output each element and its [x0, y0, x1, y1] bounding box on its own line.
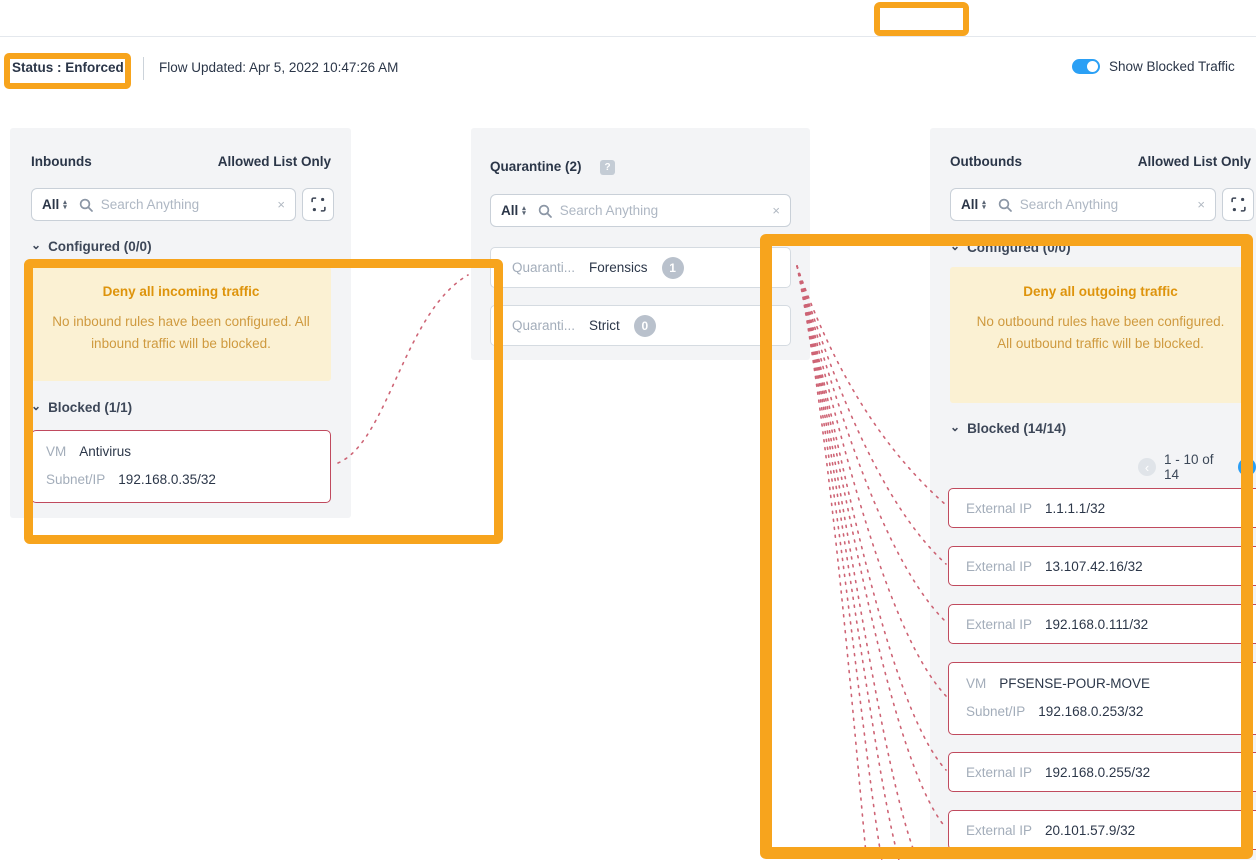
card-value: Strict: [589, 318, 620, 333]
card-label: External IP: [966, 558, 1033, 574]
outbounds-search-input[interactable]: All ▴ ▾ Search Anything ×: [950, 188, 1216, 221]
card-label: Subnet/IP: [966, 704, 1026, 719]
warning-body: No inbound rules have been configured. A…: [52, 314, 310, 351]
flow-updated-timestamp: Flow Updated: Apr 5, 2022 10:47:26 AM: [159, 60, 399, 75]
quarantine-search-input[interactable]: All ▴ ▾ Search Anything ×: [490, 194, 791, 227]
toggle-switch-icon[interactable]: [1072, 59, 1100, 74]
outbounds-warning-box: Deny all outgoing traffic No outbound ru…: [950, 267, 1251, 403]
outbounds-mode-label: Allowed List Only: [1137, 154, 1251, 169]
sort-icon: ▴ ▾: [522, 204, 526, 217]
clear-icon[interactable]: ×: [277, 197, 285, 212]
search-icon: [79, 198, 93, 212]
section-label: Blocked (1/1): [48, 400, 133, 415]
filter-label: All: [961, 197, 979, 212]
card-label: Quaranti...: [512, 260, 576, 275]
quarantine-card-strict[interactable]: Quaranti... Strict 0: [490, 305, 791, 346]
card-value: 192.168.0.111/32: [1045, 616, 1149, 632]
inbounds-mode-label: Allowed List Only: [217, 154, 331, 169]
help-badge-icon[interactable]: ?: [600, 160, 615, 175]
search-icon: [998, 198, 1012, 212]
filter-label: All: [501, 203, 519, 218]
card-value: 1.1.1.1/32: [1045, 500, 1106, 516]
outbound-blocked-card[interactable]: External IP 192.168.0.111/32: [948, 604, 1256, 644]
card-value: 192.168.0.255/32: [1045, 764, 1151, 780]
search-placeholder: Search Anything: [100, 197, 200, 212]
quarantine-card-forensics[interactable]: Quaranti... Forensics 1: [490, 247, 791, 288]
card-label: VM: [966, 676, 987, 691]
search-placeholder: Search Anything: [1019, 197, 1119, 212]
search-icon: [538, 204, 552, 218]
inbounds-blocked-section[interactable]: ⌄ Blocked (1/1): [31, 398, 133, 416]
outbounds-filter-dropdown[interactable]: All ▴ ▾: [961, 197, 986, 212]
section-label: Blocked (14/14): [967, 421, 1067, 436]
outbounds-focus-button[interactable]: [1222, 188, 1254, 221]
card-label: VM: [46, 444, 67, 459]
section-label: Configured (0/0): [967, 240, 1071, 255]
next-page-icon[interactable]: ›: [1238, 458, 1256, 476]
chevron-down-icon: ⌄: [31, 237, 42, 252]
card-label: Subnet/IP: [46, 472, 106, 487]
focus-icon: [310, 197, 326, 212]
outbound-blocked-card[interactable]: External IP 1.1.1.1/32: [948, 488, 1256, 528]
outbound-blocked-card[interactable]: External IP 13.107.42.16/32: [948, 546, 1256, 586]
quarantine-title: Quarantine (2): [490, 159, 582, 174]
top-bar: [0, 0, 1256, 37]
chevron-down-icon: ⌄: [31, 398, 42, 413]
filter-label: All: [42, 197, 60, 212]
inbound-blocked-card[interactable]: VM Antivirus Subnet/IP 192.168.0.35/32: [31, 430, 331, 503]
divider: [143, 57, 144, 80]
card-value: Antivirus: [79, 444, 132, 459]
outbounds-pagination: ‹ 1 - 10 of 14 ›: [1138, 452, 1256, 482]
card-value: PFSENSE-POUR-MOVE: [999, 676, 1151, 691]
inbounds-focus-button[interactable]: [302, 188, 334, 221]
outbounds-title: Outbounds: [950, 154, 1022, 169]
outbound-blocked-card[interactable]: External IP 192.168.0.255/32: [948, 752, 1256, 792]
toggle-label: Show Blocked Traffic: [1109, 59, 1235, 74]
card-label: External IP: [966, 616, 1033, 632]
warning-title: Deny all outgoing traffic: [1023, 284, 1178, 299]
outbound-blocked-card[interactable]: External IP 20.101.57.9/32: [948, 810, 1256, 850]
clear-icon[interactable]: ×: [1197, 197, 1205, 212]
inbounds-warning-box: Deny all incoming traffic No inbound rul…: [31, 267, 331, 381]
warning-title: Deny all incoming traffic: [102, 284, 260, 299]
chevron-down-icon: ⌄: [950, 238, 961, 253]
card-value: 192.168.0.35/32: [118, 472, 216, 487]
inbounds-title: Inbounds: [31, 154, 92, 169]
focus-icon: [1230, 197, 1246, 212]
card-label: External IP: [966, 822, 1033, 838]
card-label: Quaranti...: [512, 318, 576, 333]
section-label: Configured (0/0): [48, 239, 152, 254]
count-badge: 1: [661, 256, 684, 279]
prev-page-icon[interactable]: ‹: [1138, 458, 1156, 476]
pagination-range: 1 - 10 of 14: [1164, 452, 1214, 482]
quarantine-filter-dropdown[interactable]: All ▴ ▾: [501, 203, 526, 218]
inbounds-filter-dropdown[interactable]: All ▴ ▾: [42, 197, 67, 212]
warning-body: No outbound rules have been configured. …: [976, 314, 1225, 351]
search-placeholder: Search Anything: [559, 203, 659, 218]
outbounds-blocked-section[interactable]: ⌄ Blocked (14/14): [950, 419, 1067, 437]
clear-icon[interactable]: ×: [772, 203, 780, 218]
chevron-down-icon: ⌄: [950, 419, 961, 434]
sort-icon: ▴ ▾: [63, 198, 67, 211]
card-label: External IP: [966, 764, 1033, 780]
outbound-blocked-card[interactable]: VM PFSENSE-POUR-MOVE Subnet/IP 192.168.0…: [948, 662, 1256, 735]
status-badge: Status : Enforced: [12, 60, 124, 75]
sort-icon: ▴ ▾: [982, 198, 986, 211]
inbounds-configured-section[interactable]: ⌄ Configured (0/0): [31, 237, 152, 255]
inbounds-search-input[interactable]: All ▴ ▾ Search Anything ×: [31, 188, 296, 221]
card-value: Forensics: [589, 260, 648, 275]
card-value: 13.107.42.16/32: [1045, 558, 1143, 574]
outbounds-configured-section[interactable]: ⌄ Configured (0/0): [950, 238, 1071, 256]
card-value: 20.101.57.9/32: [1045, 822, 1136, 838]
count-badge: 0: [633, 314, 656, 337]
card-label: External IP: [966, 500, 1033, 516]
show-blocked-traffic-toggle[interactable]: Show Blocked Traffic: [1072, 59, 1235, 74]
card-value: 192.168.0.253/32: [1038, 704, 1144, 719]
